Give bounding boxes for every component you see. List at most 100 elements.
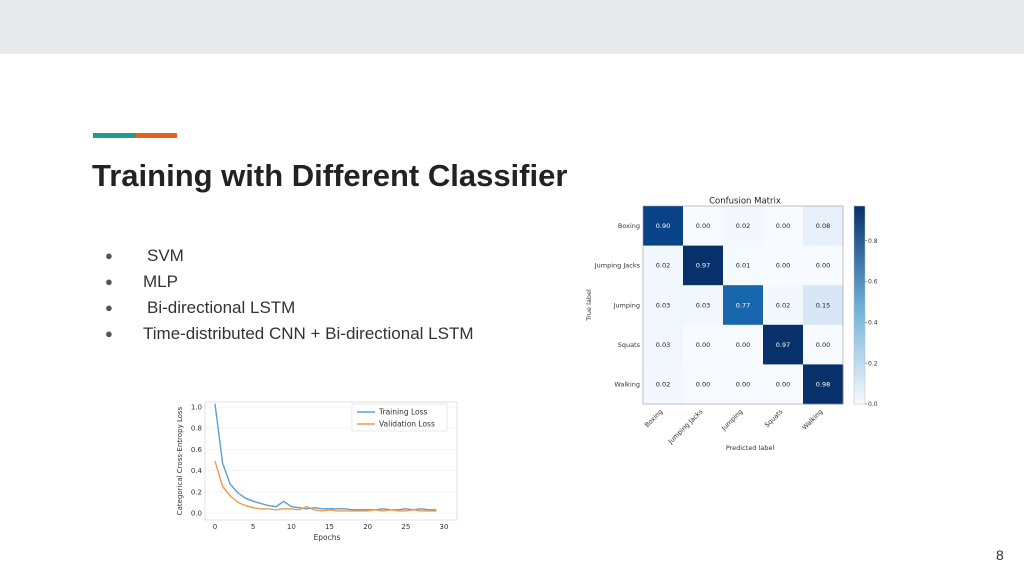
slide-title: Training with Different Classifier bbox=[92, 158, 568, 193]
cm-ytick-label: Jumping bbox=[612, 301, 640, 309]
legend-box bbox=[351, 403, 448, 432]
cm-cell bbox=[643, 285, 684, 326]
loss-curve-chart: 0.0 0.2 0.4 0.6 0.8 1.0 0 5 10 15 20 25 30 Training … bbox=[176, 401, 458, 542]
cm-cell-value: 0.03 bbox=[656, 301, 670, 309]
cm-xtick-label: Jumping Jacks bbox=[666, 407, 705, 446]
cm-cell bbox=[803, 245, 844, 286]
cm-xlabel: Predicted label bbox=[726, 444, 774, 452]
cm-cell bbox=[723, 364, 764, 405]
cm-ytick-label: Jumping Jacks bbox=[594, 262, 641, 270]
bullet-dot-icon: ● bbox=[105, 248, 113, 263]
loss-legend: Training Loss Validation Loss bbox=[351, 403, 448, 432]
cm-cell bbox=[683, 206, 724, 246]
loss-ytick-label: 0.0 bbox=[191, 510, 202, 518]
cm-cell bbox=[803, 324, 844, 365]
cm-cell bbox=[763, 364, 804, 405]
cm-cell-value: 0.00 bbox=[736, 341, 750, 349]
cm-cell bbox=[763, 324, 804, 365]
cm-cell-value: 0.00 bbox=[776, 222, 790, 230]
cm-cell bbox=[763, 285, 804, 326]
loss-xtick-label: 10 bbox=[287, 523, 296, 531]
loss-ytick-label: 0.4 bbox=[191, 467, 203, 475]
loss-xtick-label: 30 bbox=[440, 523, 449, 531]
loss-xtick-label: 25 bbox=[401, 523, 410, 531]
loss-lines-group bbox=[214, 403, 437, 512]
confusion-matrix-chart: Confusion Matrix 0.90 0.00 0.02 0.00 0.08 0.0… bbox=[585, 197, 878, 453]
bullet-dot-icon: ● bbox=[105, 274, 113, 289]
cm-cell bbox=[763, 245, 804, 286]
loss-line-validation bbox=[214, 460, 437, 512]
cm-cell bbox=[643, 324, 684, 365]
loss-ytick-label: 0.2 bbox=[191, 488, 202, 496]
cm-cell-value: 0.15 bbox=[816, 301, 830, 309]
cm-cell bbox=[803, 364, 844, 405]
loss-ytick-label: 0.8 bbox=[191, 425, 202, 433]
bullet-text: MLP bbox=[143, 272, 178, 291]
cm-cell-value: 0.97 bbox=[776, 341, 790, 349]
cm-cell bbox=[723, 285, 764, 326]
cm-cell bbox=[683, 245, 724, 286]
colorbar-tick-label: 0.0 bbox=[868, 401, 878, 408]
cm-cell-value: 0.02 bbox=[736, 222, 750, 230]
cm-cell-value: 0.00 bbox=[696, 341, 710, 349]
loss-ytick-label: 0.6 bbox=[191, 446, 203, 454]
bullet-dot-icon: ● bbox=[105, 326, 113, 341]
cm-xtick-label: Squats bbox=[763, 407, 785, 429]
cm-cell-value: 0.00 bbox=[696, 222, 710, 230]
cm-cell-value: 0.97 bbox=[696, 262, 710, 270]
cm-title: Confusion Matrix bbox=[709, 197, 781, 207]
loss-ytick-label: 1.0 bbox=[191, 404, 202, 412]
cm-cell bbox=[683, 364, 724, 405]
cm-xtick-label: Jumping bbox=[719, 408, 744, 433]
cm-ytick-label: Squats bbox=[618, 341, 641, 349]
cm-cell bbox=[723, 206, 764, 246]
legend-label-validation: Validation Loss bbox=[379, 420, 435, 429]
cm-cells-group: 0.90 0.00 0.02 0.00 0.08 0.02 0.97 0.01 0.00 0.00… bbox=[643, 206, 844, 405]
loss-axes-group: 0.0 0.2 0.4 0.6 0.8 1.0 0 5 10 15 20 25 30 bbox=[191, 404, 457, 531]
cm-cell-value: 0.02 bbox=[776, 301, 790, 309]
cm-cell-value: 0.98 bbox=[816, 381, 830, 389]
colorbar-ticks-group: 0.0 0.2 0.4 0.6 0.8 bbox=[865, 238, 878, 408]
loss-xtick-label: 20 bbox=[363, 523, 372, 531]
cm-cell-value: 0.02 bbox=[656, 262, 670, 270]
cm-cell bbox=[643, 206, 684, 246]
cm-xtick-label: Walking bbox=[801, 408, 825, 432]
cm-cell-value: 0.03 bbox=[696, 301, 710, 309]
cm-cell-value: 0.00 bbox=[816, 341, 830, 349]
colorbar-tick-label: 0.4 bbox=[868, 320, 878, 327]
loss-ylabel: Categorical Cross-Entropy Loss bbox=[176, 406, 184, 515]
loss-line-training bbox=[214, 403, 437, 511]
colorbar-tick-label: 0.8 bbox=[868, 238, 878, 245]
cm-cell-value: 0.00 bbox=[816, 262, 830, 270]
bullet-text: SVM bbox=[147, 246, 184, 265]
cm-ylabel: True label bbox=[585, 289, 593, 322]
legend-label-training: Training Loss bbox=[378, 408, 428, 417]
bullet-text: Time-distributed CNN + Bi-directional LS… bbox=[143, 324, 474, 343]
bullet-dot-icon: ● bbox=[105, 300, 113, 315]
cm-cell bbox=[803, 285, 844, 326]
cm-ytick-label: Walking bbox=[614, 381, 640, 389]
cm-cell bbox=[803, 206, 844, 246]
cm-cell-value: 0.77 bbox=[736, 301, 750, 309]
cm-cell-value: 0.00 bbox=[696, 381, 710, 389]
loss-xlabel: Epochs bbox=[314, 533, 341, 542]
cm-cell bbox=[723, 324, 764, 365]
cm-cell-value: 0.01 bbox=[736, 262, 750, 270]
cm-cell-value: 0.00 bbox=[776, 381, 790, 389]
cm-cell-value: 0.00 bbox=[736, 381, 750, 389]
cm-cell-value: 0.08 bbox=[816, 222, 830, 230]
colorbar-tick-label: 0.6 bbox=[868, 279, 878, 286]
cm-cell bbox=[763, 206, 804, 246]
cm-cell-value: 0.90 bbox=[656, 222, 670, 230]
accent-bar-teal bbox=[93, 133, 136, 138]
cm-cell bbox=[683, 285, 724, 326]
colorbar bbox=[853, 205, 866, 405]
cm-ytick-label: Boxing bbox=[618, 222, 640, 230]
cm-xtick-label: Boxing bbox=[643, 408, 664, 429]
loss-xtick-label: 15 bbox=[325, 523, 334, 531]
page-number: 8 bbox=[996, 547, 1004, 563]
loss-xtick-label: 5 bbox=[251, 523, 255, 531]
cm-cell bbox=[723, 245, 764, 286]
bullet-text: Bi-directional LSTM bbox=[147, 298, 296, 317]
cm-cell-value: 0.02 bbox=[656, 381, 670, 389]
